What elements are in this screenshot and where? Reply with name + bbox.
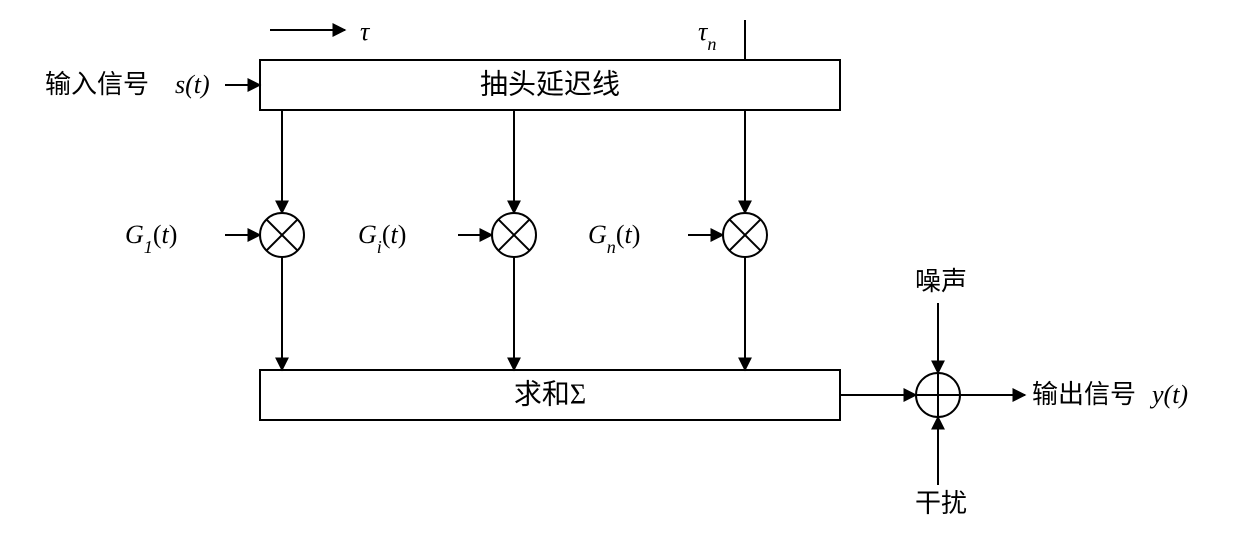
- sum-label: 求和Σ: [514, 379, 586, 411]
- label-input: 输入信号: [45, 70, 149, 99]
- label-Gn: Gn(t): [588, 220, 640, 257]
- adder-node: [916, 373, 960, 417]
- multiplier-i: [492, 213, 536, 257]
- delay_line-box: 抽头延迟线: [260, 60, 840, 110]
- sum-box: 求和Σ: [260, 370, 840, 420]
- label-output: 输出信号: [1032, 380, 1136, 409]
- label-interfere: 干扰: [915, 489, 967, 518]
- label-G1: G1(t): [125, 220, 177, 257]
- delay_line-label: 抽头延迟线: [480, 69, 620, 101]
- label-tau: τ: [360, 17, 371, 46]
- label-s_t: s(t): [175, 70, 210, 99]
- label-noise: 噪声: [915, 267, 967, 296]
- multiplier-1: [260, 213, 304, 257]
- label-Gi: Gi(t): [358, 220, 406, 257]
- multiplier-n: [723, 213, 767, 257]
- label-y_t: y(t): [1149, 380, 1188, 409]
- label-tau_n: τn: [698, 17, 716, 54]
